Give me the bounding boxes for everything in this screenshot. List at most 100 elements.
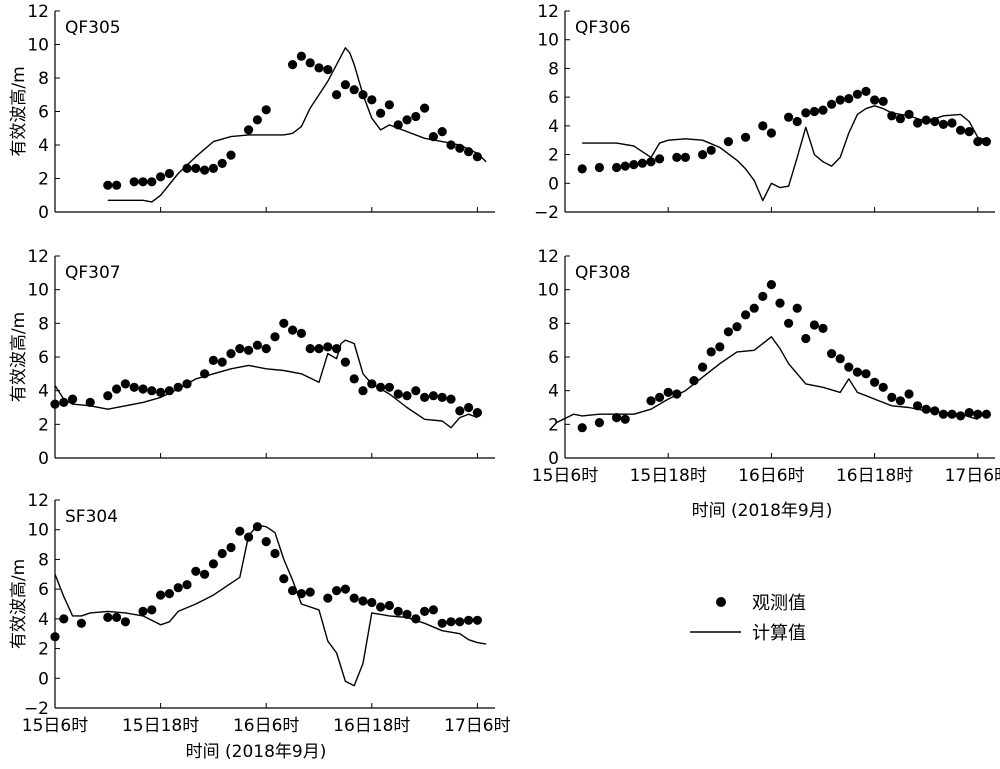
x-tick-label: 15日18时 xyxy=(122,716,199,736)
observed-point xyxy=(464,147,474,157)
observed-point xyxy=(818,105,828,115)
observed-point xyxy=(809,320,820,330)
observed-point xyxy=(252,340,262,350)
y-axis-label: 有效波高/m xyxy=(9,312,29,402)
observed-point xyxy=(129,382,139,392)
observed-point xyxy=(59,614,69,624)
observed-point xyxy=(288,325,298,335)
observed-point xyxy=(913,118,923,128)
observed-point xyxy=(973,409,983,419)
x-tick-label: 17日6时 xyxy=(444,716,510,736)
observed-point xyxy=(784,112,794,122)
observed-point xyxy=(921,115,931,125)
observed-point xyxy=(956,125,966,135)
observed-point xyxy=(818,323,828,333)
y-tick-label: 4 xyxy=(548,117,559,137)
observed-point xyxy=(393,120,403,130)
observed-point xyxy=(103,612,113,623)
observed-point xyxy=(706,347,716,357)
observed-point xyxy=(182,580,192,590)
y-tick-label: 8 xyxy=(38,314,49,334)
observed-point xyxy=(156,387,166,397)
observed-point xyxy=(655,392,665,402)
observed-point xyxy=(455,143,465,153)
series-computed-line xyxy=(54,339,478,429)
observed-point xyxy=(244,345,254,355)
observed-point xyxy=(938,119,949,129)
observed-point xyxy=(852,367,863,377)
observed-point xyxy=(766,280,777,290)
observed-point xyxy=(698,362,708,372)
observed-point xyxy=(428,605,438,615)
observed-point xyxy=(895,114,906,124)
observed-point xyxy=(981,409,992,419)
observed-point xyxy=(103,180,113,190)
observed-point xyxy=(646,157,656,167)
observed-point xyxy=(156,590,166,600)
observed-point xyxy=(437,618,447,628)
observed-point xyxy=(835,95,845,105)
observed-point xyxy=(288,586,298,596)
observed-point xyxy=(420,392,430,402)
x-tick-label: 15日6时 xyxy=(22,716,88,736)
panel-title: QF307 xyxy=(65,263,121,283)
observed-point xyxy=(226,150,236,160)
observed-point xyxy=(50,399,60,409)
observed-point xyxy=(938,409,949,419)
y-tick-label: 4 xyxy=(38,610,49,630)
observed-point xyxy=(577,423,587,433)
observed-point xyxy=(349,374,359,384)
observed-point xyxy=(129,177,139,187)
observed-point xyxy=(827,99,837,109)
observed-point xyxy=(472,152,482,162)
observed-point xyxy=(332,344,342,354)
x-tick-label: 16日18时 xyxy=(333,716,410,736)
observed-point xyxy=(164,589,174,599)
observed-point xyxy=(305,587,315,597)
legend-observed-marker xyxy=(716,597,726,607)
observed-point xyxy=(809,106,820,117)
y-tick-label: 10 xyxy=(537,31,559,51)
observed-point xyxy=(723,137,734,147)
observed-point xyxy=(455,617,465,627)
observed-point xyxy=(226,542,236,553)
observed-point xyxy=(715,342,725,352)
observed-point xyxy=(252,115,262,125)
y-tick-label: 0 xyxy=(38,669,49,689)
observed-point xyxy=(411,614,421,624)
observed-point xyxy=(367,379,377,389)
y-tick-label: 4 xyxy=(38,136,49,156)
observed-point xyxy=(904,109,914,119)
observed-point xyxy=(844,94,854,104)
x-tick-label: 16日18时 xyxy=(836,466,913,486)
observed-point xyxy=(577,164,587,174)
observed-point xyxy=(296,589,306,599)
observed-point xyxy=(323,593,333,603)
observed-point xyxy=(870,95,880,105)
panels: 0 2 4 6 8 10 12 QF305 有效波高/m −2 0 2 4 6 8 10 12 QF306 0 2 4 6… xyxy=(9,2,1000,736)
panel-qf306: −2 0 2 4 6 8 10 12 QF306 xyxy=(534,2,995,223)
observed-point xyxy=(887,392,897,402)
observed-point xyxy=(947,409,957,419)
observed-point xyxy=(446,394,456,404)
y-tick-label: −2 xyxy=(24,699,49,719)
series-computed-line xyxy=(107,47,487,203)
panel-qf305: 0 2 4 6 8 10 12 QF305 有效波高/m xyxy=(9,2,495,223)
y-tick-label: 0 xyxy=(548,449,559,469)
y-tick-label: 0 xyxy=(548,174,559,194)
observed-point xyxy=(164,168,174,179)
observed-point xyxy=(244,532,254,542)
y-tick-label: 4 xyxy=(38,382,49,402)
observed-point xyxy=(358,386,368,396)
y-tick-label: 10 xyxy=(27,281,49,301)
observed-point xyxy=(270,332,280,342)
observed-point xyxy=(437,392,447,402)
observed-point xyxy=(208,355,218,365)
x-tick-label: 16日6时 xyxy=(233,716,299,736)
observed-point xyxy=(947,118,957,128)
observed-point xyxy=(870,377,880,387)
observed-point xyxy=(112,180,122,190)
observed-point xyxy=(191,163,201,173)
observed-point xyxy=(973,137,983,147)
